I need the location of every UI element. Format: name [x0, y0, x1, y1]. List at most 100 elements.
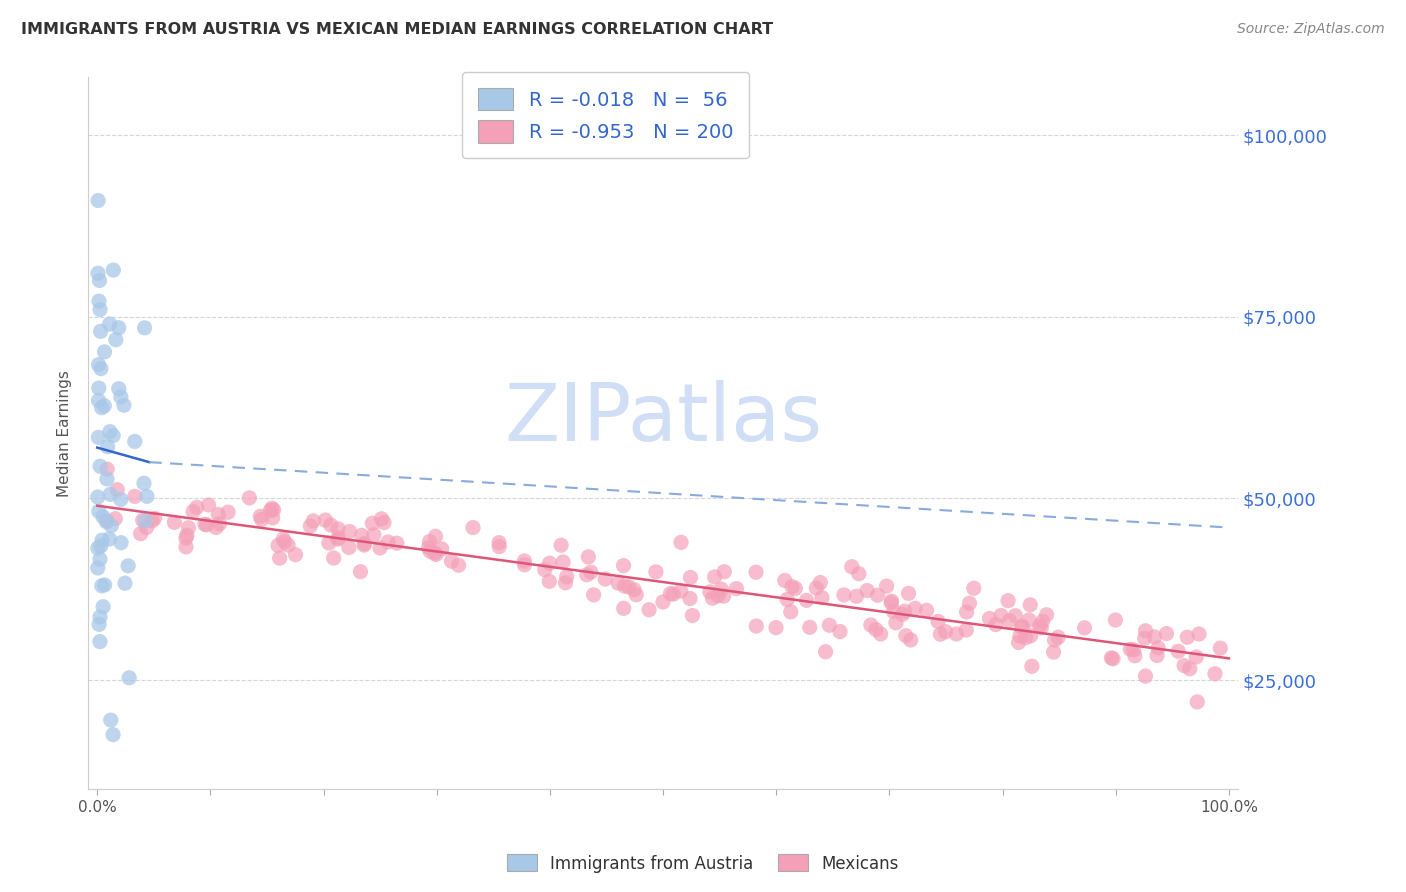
Point — [277, 538, 299, 552]
Point — [699, 585, 721, 599]
Point — [1047, 630, 1070, 644]
Point — [87, 358, 110, 372]
Point — [337, 541, 360, 555]
Point — [93, 399, 115, 413]
Point — [891, 607, 914, 622]
Point — [554, 575, 576, 590]
Point — [418, 534, 440, 549]
Point — [87, 294, 110, 309]
Point — [181, 504, 204, 518]
Point — [260, 501, 283, 516]
Point — [207, 508, 229, 522]
Point — [107, 382, 129, 396]
Point — [96, 514, 118, 528]
Point — [1011, 620, 1033, 634]
Point — [105, 483, 128, 497]
Point — [959, 596, 981, 610]
Point — [134, 514, 156, 528]
Point — [418, 541, 440, 555]
Point — [893, 604, 915, 618]
Point — [302, 514, 325, 528]
Point — [582, 588, 605, 602]
Point — [780, 580, 803, 594]
Point — [419, 544, 441, 558]
Point — [299, 519, 322, 533]
Point — [1073, 621, 1095, 635]
Point — [208, 516, 231, 531]
Point — [955, 623, 977, 637]
Point — [745, 619, 768, 633]
Point — [1104, 613, 1126, 627]
Point — [955, 605, 977, 619]
Point — [841, 559, 863, 574]
Point — [745, 565, 768, 579]
Point — [555, 570, 578, 584]
Point — [135, 520, 157, 534]
Point — [1018, 613, 1040, 627]
Point — [132, 513, 155, 527]
Point — [866, 588, 889, 602]
Point — [652, 595, 675, 609]
Point — [197, 498, 219, 512]
Point — [1099, 651, 1122, 665]
Point — [349, 565, 371, 579]
Point — [998, 614, 1021, 628]
Point — [1123, 648, 1146, 663]
Point — [1035, 607, 1057, 622]
Point — [576, 549, 599, 564]
Point — [1133, 632, 1156, 646]
Point — [662, 587, 685, 601]
Point — [89, 459, 111, 474]
Point — [796, 593, 818, 607]
Point — [725, 582, 748, 596]
Point — [177, 521, 200, 535]
Point — [945, 627, 967, 641]
Point — [626, 588, 648, 602]
Point — [713, 565, 735, 579]
Point — [90, 361, 112, 376]
Point — [350, 528, 373, 542]
Point — [1007, 635, 1029, 649]
Point — [267, 538, 290, 552]
Point — [361, 516, 384, 531]
Point — [98, 425, 121, 439]
Point — [1102, 652, 1125, 666]
Point — [533, 563, 555, 577]
Point — [89, 634, 111, 648]
Point — [90, 579, 112, 593]
Point — [91, 509, 114, 524]
Point — [681, 608, 703, 623]
Point — [1147, 640, 1170, 655]
Point — [963, 581, 986, 595]
Point — [353, 536, 375, 550]
Point — [1188, 627, 1211, 641]
Point — [1185, 650, 1208, 665]
Point — [98, 532, 121, 546]
Point — [785, 582, 807, 596]
Point — [143, 511, 166, 525]
Point — [194, 517, 217, 532]
Point — [90, 324, 112, 338]
Point — [818, 618, 841, 632]
Point — [538, 574, 561, 589]
Point — [1119, 642, 1142, 657]
Point — [607, 576, 630, 591]
Point — [107, 320, 129, 334]
Point — [132, 476, 155, 491]
Point — [929, 627, 952, 641]
Point — [238, 491, 260, 505]
Point — [217, 505, 239, 519]
Point — [98, 317, 121, 331]
Point — [96, 515, 118, 529]
Point — [101, 728, 124, 742]
Point — [110, 492, 132, 507]
Point — [551, 555, 574, 569]
Point — [1011, 619, 1033, 633]
Point — [880, 596, 903, 610]
Point — [103, 263, 125, 277]
Point — [134, 321, 156, 335]
Point — [638, 603, 661, 617]
Point — [845, 589, 868, 603]
Point — [645, 565, 668, 579]
Point — [613, 601, 636, 615]
